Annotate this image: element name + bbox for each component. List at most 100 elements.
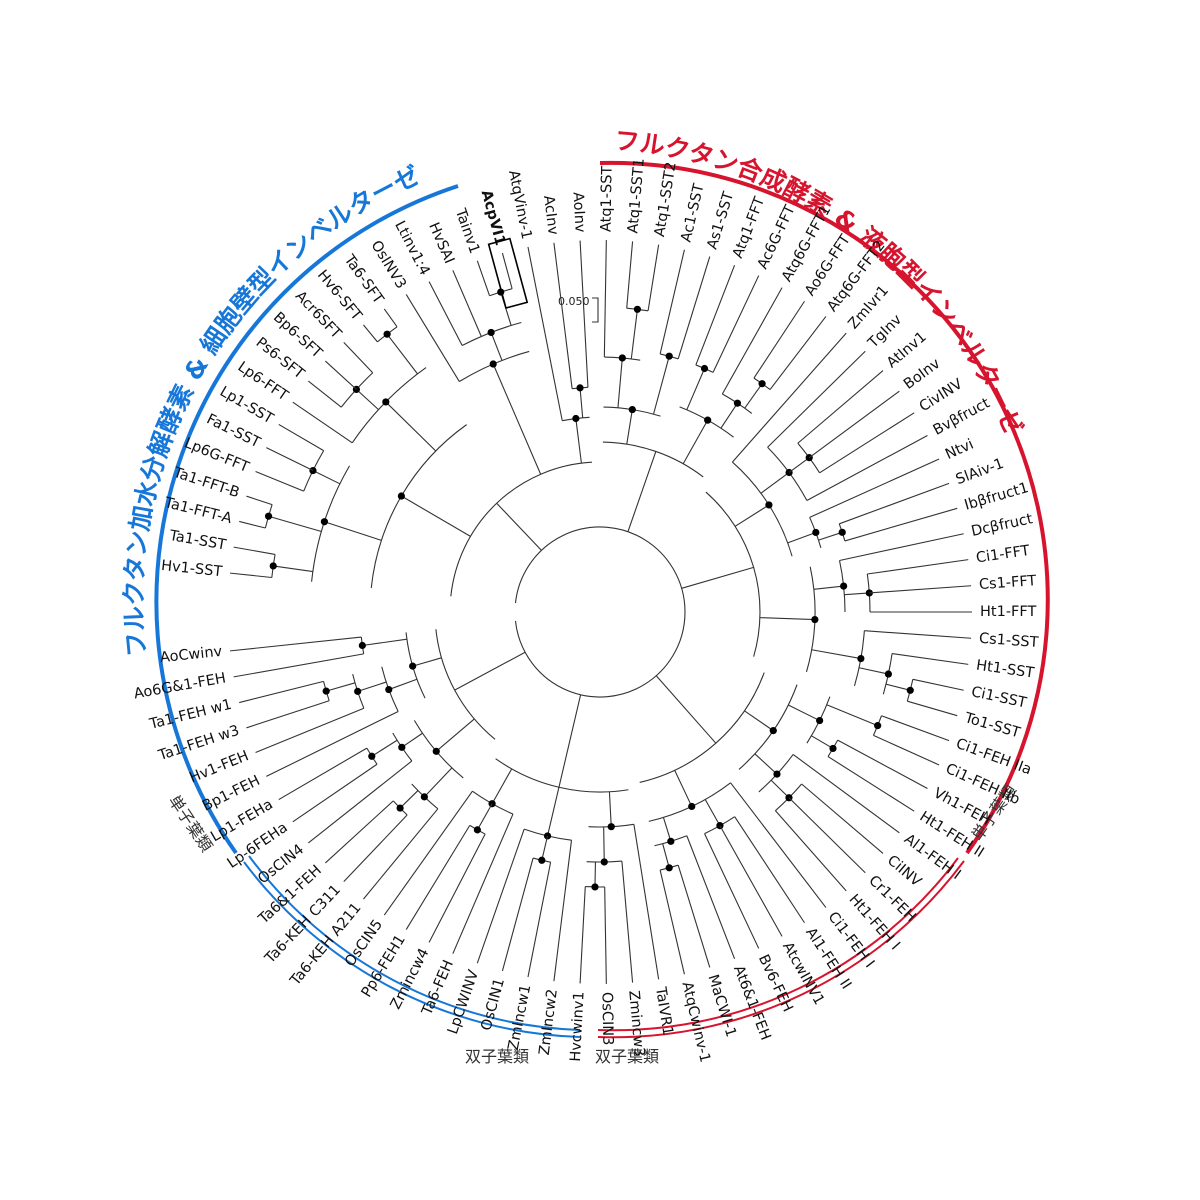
bootstrap-node bbox=[633, 305, 642, 313]
bootstrap-node bbox=[397, 492, 405, 500]
leaf-branch bbox=[266, 447, 314, 472]
leaf-branch bbox=[255, 707, 365, 753]
clade-stem bbox=[787, 531, 816, 544]
clade-stem bbox=[759, 617, 815, 621]
clade-stem bbox=[423, 767, 453, 798]
bootstrap-node bbox=[576, 384, 584, 392]
leaf-branch bbox=[774, 810, 847, 892]
leaf-branch bbox=[753, 300, 805, 379]
leaf-branch bbox=[621, 860, 634, 983]
leaf-branch bbox=[239, 520, 266, 529]
bootstrap-node bbox=[665, 864, 673, 872]
clade-stem bbox=[704, 799, 721, 826]
leaf-branch bbox=[844, 507, 958, 542]
leaf-branch bbox=[255, 471, 304, 492]
clade-stem bbox=[630, 309, 638, 359]
bootstrap-node bbox=[543, 832, 552, 840]
bootstrap-node bbox=[538, 856, 546, 864]
leaf-branch bbox=[659, 249, 685, 355]
leaf-label: AcpVI1 bbox=[478, 188, 508, 247]
clade-stem bbox=[744, 383, 763, 409]
clade-stem bbox=[811, 649, 861, 660]
bootstrap-node bbox=[874, 722, 882, 730]
bootstrap-node bbox=[765, 501, 773, 509]
clade-arc bbox=[450, 461, 592, 597]
clade-stem bbox=[885, 683, 911, 691]
leaf-branch bbox=[864, 630, 972, 639]
bootstrap-node bbox=[358, 641, 366, 650]
leaf-label: Ht1-FFT bbox=[980, 604, 1036, 620]
clade-arc bbox=[639, 672, 765, 783]
leaf-branch bbox=[476, 260, 491, 296]
bootstrap-node bbox=[264, 512, 273, 520]
clade-stem bbox=[435, 718, 475, 752]
leaf-branch bbox=[837, 739, 928, 789]
bootstrap-node bbox=[607, 823, 615, 831]
bootstrap-node bbox=[383, 330, 391, 338]
leaf-branch bbox=[907, 700, 958, 717]
leaf-branch bbox=[501, 252, 513, 289]
clade-stem bbox=[608, 791, 612, 827]
leaf-label: Ht1-SST bbox=[975, 658, 1035, 682]
clade-stem bbox=[273, 565, 313, 573]
clade-arc bbox=[495, 758, 629, 793]
clade-stem bbox=[268, 515, 322, 533]
leaf-branch bbox=[278, 747, 368, 801]
bootstrap-node bbox=[857, 654, 865, 663]
leaf-branch bbox=[383, 790, 473, 916]
leaf-branch bbox=[867, 559, 969, 575]
leaf-branch bbox=[405, 294, 460, 382]
leaf-branch bbox=[405, 825, 471, 930]
leaf-label: AtqCwinv-1 bbox=[678, 980, 712, 1064]
clade-stem bbox=[575, 418, 582, 464]
leaf-label: Ibβfruct1 bbox=[963, 480, 1031, 514]
clade-stem bbox=[681, 566, 754, 589]
clade-stem bbox=[826, 704, 878, 727]
bootstrap-node bbox=[409, 662, 417, 670]
leaf-branch bbox=[452, 813, 514, 954]
synthesis-monocot-arc bbox=[599, 160, 1050, 855]
leaf-branch bbox=[712, 275, 760, 373]
clade-stem bbox=[788, 457, 810, 473]
leaf-branch bbox=[553, 242, 573, 389]
leaf-branch bbox=[292, 401, 353, 444]
leaf-label: Cs1-FFT bbox=[978, 573, 1037, 593]
clade-stem bbox=[770, 779, 790, 799]
leaf-label: Ta1-FFT-A bbox=[162, 495, 233, 527]
bootstrap-node bbox=[816, 716, 824, 725]
clade-stem bbox=[546, 787, 560, 837]
bootstrap-node bbox=[840, 582, 848, 590]
clade-stem bbox=[399, 790, 419, 809]
leaf-branch bbox=[792, 754, 900, 834]
clade-stem bbox=[312, 470, 341, 485]
bootstrap-node bbox=[733, 399, 742, 407]
clade-stem bbox=[362, 638, 407, 647]
leaf-branch bbox=[731, 332, 847, 463]
leaf-branch bbox=[806, 435, 928, 501]
bootstrap-node bbox=[667, 837, 675, 845]
tree-branches bbox=[229, 240, 972, 984]
leaf-branch bbox=[476, 828, 525, 964]
clade-stem bbox=[579, 387, 584, 418]
leaf-label: Hv1-SST bbox=[160, 558, 223, 580]
hydrolysis-dicot-arc-inner bbox=[248, 855, 581, 1031]
bootstrap-node bbox=[811, 615, 819, 624]
bootstrap-node bbox=[812, 528, 820, 537]
hydrolysis-monocot-arc bbox=[154, 184, 459, 855]
leaf-branch bbox=[839, 482, 950, 525]
dicot-label-right: 双子葉類 bbox=[595, 1047, 659, 1066]
leaf-label: Ci1-FFT bbox=[975, 543, 1031, 566]
leaf-label: Cs1-SST bbox=[978, 631, 1039, 651]
leaf-branch bbox=[891, 652, 969, 665]
clade-stem bbox=[811, 735, 834, 749]
leaf-branch bbox=[659, 869, 685, 975]
bootstrap-node bbox=[473, 826, 481, 834]
bootstrap-node bbox=[700, 364, 709, 373]
clade-stem bbox=[674, 770, 693, 807]
leaf-label: Dcβfruct bbox=[970, 511, 1035, 540]
leaf-label: Ac1-SST bbox=[678, 182, 707, 244]
bootstrap-node bbox=[865, 589, 873, 597]
scale-bar: 0.050 bbox=[558, 295, 599, 323]
bootstrap-node bbox=[591, 883, 599, 891]
